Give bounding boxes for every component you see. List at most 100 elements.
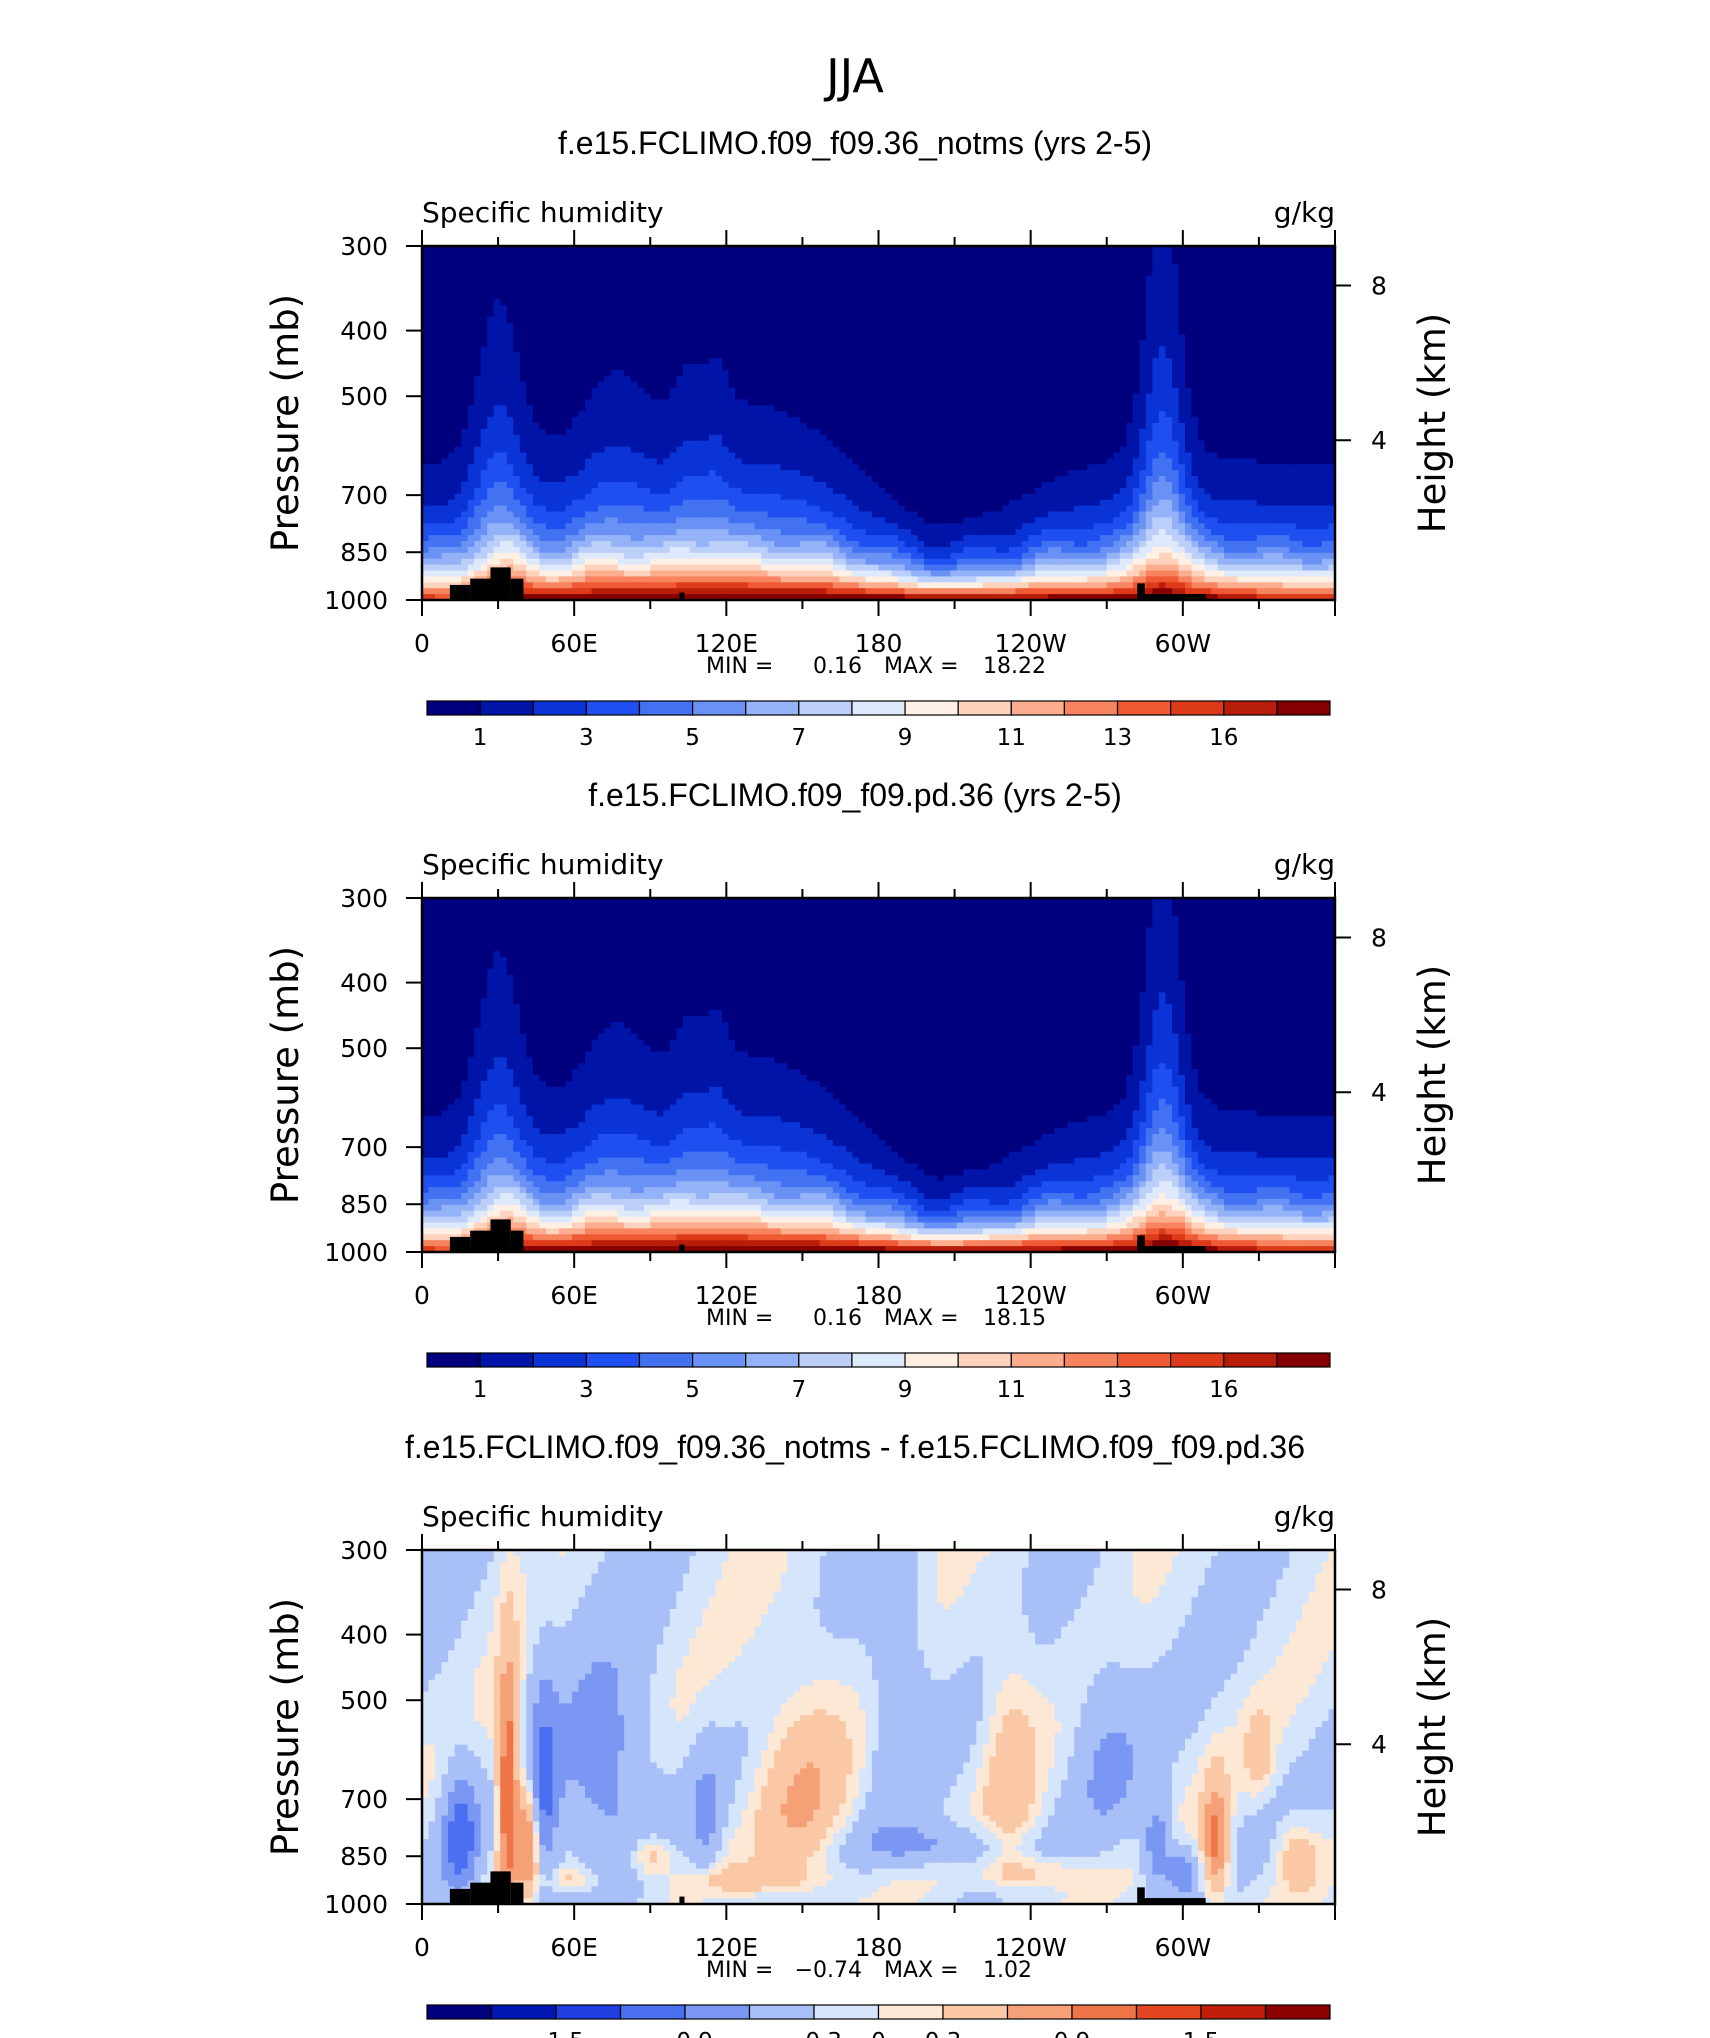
y-tick-label: 300 xyxy=(340,884,388,913)
height-axis-label: Height (km) xyxy=(1411,1617,1454,1837)
y-tick-label: 700 xyxy=(340,481,388,510)
colorbar-label: 5 xyxy=(685,725,700,751)
colorbar-box xyxy=(1277,701,1330,715)
colorbar-box xyxy=(1118,701,1171,715)
left-string: Specific humidity xyxy=(422,196,664,229)
figure-title: JJA xyxy=(823,49,884,103)
colorbar-label: 7 xyxy=(792,1377,807,1403)
colorbar-box xyxy=(693,1353,746,1367)
colorbar-box xyxy=(1224,1353,1277,1367)
colorbar-box xyxy=(427,2005,492,2019)
panel-2: f.e15.FCLIMO.f09_f09.pd.36 (yrs 2-5) Spec… xyxy=(264,777,1454,1403)
colorbar-box xyxy=(1064,1353,1117,1367)
colorbar-box xyxy=(621,2005,686,2019)
y-tick-label: 700 xyxy=(340,1785,388,1814)
colorbar-box xyxy=(586,701,639,715)
x-tick-label: 60E xyxy=(550,629,598,658)
height-tick-label: 4 xyxy=(1371,426,1387,455)
height-tick-label: 8 xyxy=(1371,923,1387,952)
colorbar-label: 13 xyxy=(1103,725,1132,751)
right-string: g/kg xyxy=(1274,196,1335,229)
height-tick-label: 8 xyxy=(1371,1575,1387,1604)
colorbar: 1 3 5 7 9 11 13 16 xyxy=(427,701,1330,751)
max-value: 18.15 xyxy=(983,1306,1046,1331)
terrain-block xyxy=(470,1883,490,1904)
height-tick-label: 4 xyxy=(1371,1730,1387,1759)
left-string: Specific humidity xyxy=(422,848,664,881)
colorbar-box xyxy=(814,2005,879,2019)
y-tick-label: 1000 xyxy=(324,586,388,615)
y-tick-label: 850 xyxy=(340,1190,388,1219)
colorbar-box xyxy=(1064,701,1117,715)
colorbar-box xyxy=(905,701,958,715)
terrain-block xyxy=(490,1219,510,1252)
colorbar-box xyxy=(799,1353,852,1367)
colorbar-label: 11 xyxy=(997,725,1026,751)
colorbar-label: 9 xyxy=(898,725,913,751)
terrain-block xyxy=(511,1231,524,1252)
colorbar-box xyxy=(943,2005,1008,2019)
panel-title: f.e15.FCLIMO.f09_f09.pd.36 (yrs 2-5) xyxy=(588,777,1122,813)
terrain-block xyxy=(490,1871,510,1904)
terrain-block xyxy=(490,567,510,600)
colorbar-box xyxy=(639,1353,692,1367)
terrain-block xyxy=(470,1231,490,1252)
y-axis-label: Pressure (mb) xyxy=(264,946,307,1204)
max-value: 1.02 xyxy=(983,1958,1032,1983)
terrain-block xyxy=(511,1883,524,1904)
colorbar-box xyxy=(879,2005,944,2019)
colorbar-label: 13 xyxy=(1103,1377,1132,1403)
colorbar-label: −1.5 xyxy=(528,2029,584,2038)
colorbar-box xyxy=(639,701,692,715)
colorbar-box xyxy=(480,1353,533,1367)
y-tick-label: 400 xyxy=(340,969,388,998)
colorbar-label: 16 xyxy=(1209,1377,1238,1403)
colorbar-box xyxy=(427,701,480,715)
right-string: g/kg xyxy=(1274,1500,1335,1533)
colorbar-box xyxy=(1277,1353,1330,1367)
colorbar-label: 1 xyxy=(473,1377,488,1403)
max-label: MAX = xyxy=(884,1958,959,1983)
x-tick-label: 60E xyxy=(550,1933,598,1962)
colorbar-box xyxy=(533,701,586,715)
y-tick-label: 500 xyxy=(340,1034,388,1063)
colorbar-box xyxy=(1072,2005,1137,2019)
colorbar-box xyxy=(480,701,533,715)
x-tick-label: 60E xyxy=(550,1281,598,1310)
colorbar-label: 0.9 xyxy=(1054,2029,1091,2038)
terrain-block xyxy=(450,1237,470,1252)
left-string: Specific humidity xyxy=(422,1500,664,1533)
colorbar-box xyxy=(1171,701,1224,715)
y-tick-label: 400 xyxy=(340,317,388,346)
panel-title: f.e15.FCLIMO.f09_f09.36_notms - f.e15.FC… xyxy=(405,1429,1305,1465)
min-value: −0.74 xyxy=(795,1958,862,1983)
colorbar-box xyxy=(1011,701,1064,715)
contour-field xyxy=(422,898,1336,1253)
colorbar-label: 0 xyxy=(871,2029,886,2038)
colorbar-label: 0.3 xyxy=(925,2029,962,2038)
x-tick-label: 0 xyxy=(414,629,430,658)
colorbar: 1 3 5 7 9 11 13 16 xyxy=(427,1353,1330,1403)
colorbar-box xyxy=(685,2005,750,2019)
height-tick-label: 8 xyxy=(1371,271,1387,300)
colorbar-label: 16 xyxy=(1209,725,1238,751)
colorbar-label: 7 xyxy=(792,725,807,751)
max-value: 18.22 xyxy=(983,654,1046,679)
y-tick-label: 1000 xyxy=(324,1890,388,1919)
y-axis-label: Pressure (mb) xyxy=(264,1598,307,1856)
colorbar-box xyxy=(746,701,799,715)
colorbar-box xyxy=(1266,2005,1331,2019)
colorbar-box xyxy=(492,2005,557,2019)
min-value: 0.16 xyxy=(813,654,862,679)
y-tick-label: 700 xyxy=(340,1133,388,1162)
colorbar-label: 1 xyxy=(473,725,488,751)
colorbar-box xyxy=(1011,1353,1064,1367)
colorbar-box xyxy=(1137,2005,1202,2019)
colorbar-label: 11 xyxy=(997,1377,1026,1403)
colorbar-box xyxy=(533,1353,586,1367)
colorbar-box xyxy=(556,2005,621,2019)
terrain-block xyxy=(450,585,470,600)
x-tick-label: 60W xyxy=(1155,1933,1212,1962)
y-tick-label: 300 xyxy=(340,232,388,261)
